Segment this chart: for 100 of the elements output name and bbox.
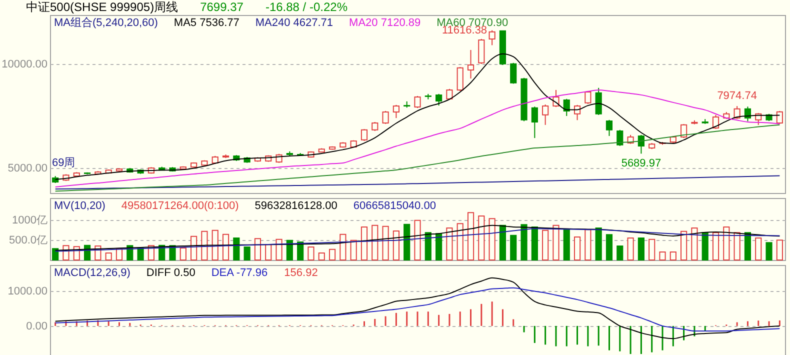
bar — [244, 246, 250, 260]
candlestick — [542, 104, 549, 126]
y-tick-label: 1000亿 — [12, 214, 48, 226]
text: MA5 7536.77 — [174, 17, 240, 29]
bar — [297, 242, 304, 260]
candlestick — [360, 128, 368, 142]
bar — [702, 232, 708, 260]
bar — [350, 240, 357, 260]
candlestick — [595, 87, 602, 116]
bar — [340, 234, 346, 260]
bar — [520, 224, 528, 260]
line-series — [54, 277, 780, 340]
y-tick-label: 5000.00 — [8, 162, 48, 175]
candlestick — [456, 66, 464, 92]
annotation: 69周 — [52, 157, 76, 169]
candlestick — [680, 124, 688, 139]
bar — [638, 238, 644, 260]
bar — [776, 240, 783, 260]
bar — [137, 248, 144, 260]
candlestick — [606, 119, 613, 136]
bar — [52, 248, 59, 260]
annotation: 5689.97 — [621, 158, 662, 170]
y-tick-label: 10000.00 — [2, 58, 48, 70]
candlestick — [574, 104, 581, 121]
text: DEA -77.96 — [211, 267, 268, 279]
bar — [446, 228, 453, 260]
candlestick — [712, 114, 720, 130]
bar — [308, 246, 314, 260]
bar — [382, 226, 389, 260]
bar — [563, 229, 570, 260]
bar — [222, 234, 230, 260]
bar — [467, 212, 474, 260]
bar — [478, 216, 485, 260]
candlestick — [488, 30, 496, 46]
bar — [372, 224, 378, 260]
legend-title: MACD(12,26,9) — [54, 267, 130, 279]
text: 49580171264.00(0:100) — [121, 200, 239, 212]
bar — [328, 248, 336, 260]
bar — [510, 234, 517, 260]
candlestick — [467, 49, 474, 79]
candlestick — [531, 106, 538, 139]
bar — [606, 234, 613, 260]
bar — [734, 232, 740, 260]
bar — [180, 248, 186, 260]
candlestick — [382, 110, 389, 124]
candlestick — [776, 110, 783, 124]
text: DIFF 0.50 — [146, 267, 196, 279]
bar — [436, 233, 442, 260]
legend-title: MA组合(5,240,20,60) — [54, 16, 158, 29]
text: 7699.37 — [200, 0, 244, 14]
bar — [552, 224, 560, 260]
bar — [659, 252, 666, 260]
text: MA20 7120.89 — [349, 17, 421, 29]
line-series — [54, 53, 780, 180]
bar — [744, 232, 752, 260]
bar — [276, 238, 282, 260]
bar — [318, 252, 325, 260]
candlestick — [414, 95, 421, 109]
bar — [392, 230, 400, 260]
line-series — [54, 89, 780, 188]
bar — [542, 230, 549, 260]
text: 60665815040.00 — [353, 200, 436, 212]
text: -16.88 / -0.22% — [265, 0, 348, 14]
bar — [265, 244, 272, 260]
bar — [190, 236, 198, 260]
y-tick-label: 500.0亿 — [8, 234, 48, 246]
bar — [595, 228, 602, 260]
candlestick — [478, 38, 485, 64]
candlestick — [616, 129, 624, 146]
bar — [627, 238, 634, 260]
bar — [531, 226, 538, 260]
bar — [414, 220, 421, 260]
line-series — [54, 124, 780, 192]
bar — [584, 229, 592, 260]
bar — [105, 252, 112, 260]
bar — [360, 226, 368, 260]
bar — [723, 226, 730, 260]
chart-title: 中证500(SHSE 999905)周线 — [26, 0, 178, 14]
bar — [766, 242, 772, 260]
bar — [648, 238, 656, 260]
bar — [424, 232, 432, 260]
bar — [201, 230, 208, 260]
bar — [404, 224, 410, 260]
text: MA240 4627.71 — [255, 17, 334, 29]
bar — [456, 223, 464, 260]
candlestick — [584, 90, 592, 104]
candlestick — [510, 62, 517, 84]
bar — [616, 246, 624, 260]
text: 156.92 — [284, 267, 318, 279]
bar — [680, 230, 688, 260]
candlestick — [392, 104, 400, 119]
bar — [691, 228, 698, 260]
bar — [712, 232, 720, 260]
annotation: 7974.74 — [717, 90, 757, 102]
bar — [488, 218, 496, 260]
y-tick-label: 1000.00 — [8, 285, 48, 298]
candlestick — [563, 98, 570, 116]
y-tick-label: 0.00 — [26, 320, 48, 332]
bar — [670, 252, 676, 260]
candlestick — [436, 93, 442, 106]
